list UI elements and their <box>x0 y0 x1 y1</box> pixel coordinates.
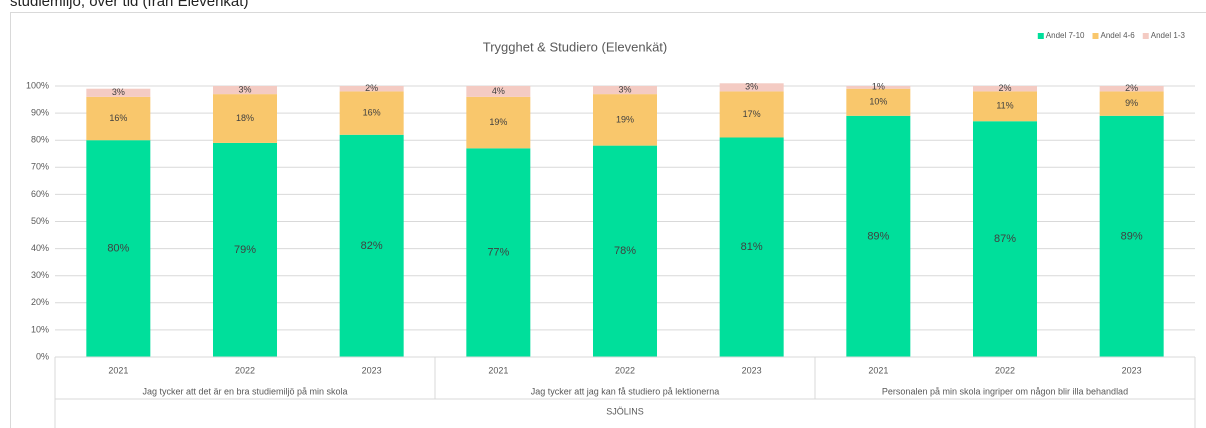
bar-segment <box>719 137 784 357</box>
bar-segment <box>719 91 784 138</box>
y-tick-label: 0% <box>36 351 49 361</box>
x-tick-label: 2022 <box>615 365 635 375</box>
x-tick-label: 2021 <box>488 365 508 375</box>
y-tick-label: 40% <box>31 243 49 253</box>
x-tick-label: 2021 <box>868 365 888 375</box>
bar-segment <box>846 88 911 116</box>
legend-label: Andel 1-3 <box>1151 31 1186 40</box>
group-label: Jag tycker att jag kan få studiero på le… <box>531 386 720 396</box>
data-label: 80% <box>107 243 129 255</box>
bar-segment <box>1099 91 1164 116</box>
y-tick-label: 90% <box>31 107 49 117</box>
y-tick-label: 100% <box>26 80 49 90</box>
legend-swatch <box>1142 33 1149 39</box>
bar-segment <box>339 91 404 135</box>
data-label: 77% <box>487 247 509 259</box>
data-label: 2% <box>998 83 1011 93</box>
data-label: 89% <box>1121 230 1143 242</box>
data-label: 87% <box>994 233 1016 245</box>
bar-segment <box>86 88 151 97</box>
data-label: 3% <box>745 82 758 92</box>
data-label: 4% <box>492 86 505 96</box>
data-label: 3% <box>618 84 631 94</box>
data-label: 81% <box>741 241 763 253</box>
data-label: 18% <box>236 113 254 123</box>
data-label: 1% <box>872 82 885 92</box>
y-tick-label: 80% <box>31 135 49 145</box>
chart-title: Trygghet & Studiero (Elevenkät) <box>483 39 668 54</box>
y-tick-label: 70% <box>31 162 49 172</box>
data-label: 2% <box>1125 83 1138 93</box>
x-tick-label: 2023 <box>1122 365 1142 375</box>
data-label: 16% <box>363 107 381 117</box>
data-label: 19% <box>616 114 634 124</box>
bar-segment <box>1099 115 1164 357</box>
data-label: 11% <box>996 101 1013 111</box>
bar-segment <box>466 86 531 97</box>
bar-segment <box>593 94 657 146</box>
bar-segment <box>973 121 1037 357</box>
bar-segment <box>86 140 151 357</box>
outer-group-label: SJÖLINS <box>606 406 644 416</box>
data-label: 16% <box>109 113 127 123</box>
bar-segment <box>973 86 1037 92</box>
data-label: 79% <box>234 244 256 256</box>
bar-segment <box>339 86 404 92</box>
bar-segment <box>846 86 911 89</box>
bar-segment <box>466 96 531 149</box>
data-label: 2% <box>365 83 378 93</box>
bar-segment <box>213 142 277 357</box>
data-label: 17% <box>743 109 761 119</box>
bar-segment <box>719 83 784 92</box>
x-tick-label: 2022 <box>235 365 255 375</box>
x-tick-label: 2023 <box>362 365 382 375</box>
group-label: Jag tycker att det är en bra studiemiljö… <box>142 386 347 396</box>
bar-segment <box>593 86 657 95</box>
data-label: 3% <box>238 84 251 94</box>
bar-segment <box>466 148 531 357</box>
bar-segment <box>213 94 277 143</box>
data-label: 78% <box>614 245 636 257</box>
legend-label: Andel 4-6 <box>1101 31 1136 40</box>
page-heading: studiemiljö, över tid (från Elevenkät) <box>10 0 248 10</box>
bar-segment <box>846 115 911 357</box>
x-tick-label: 2022 <box>995 365 1015 375</box>
x-tick-label: 2021 <box>108 365 128 375</box>
legend-label: Andel 7-10 <box>1046 31 1085 40</box>
x-tick-label: 2023 <box>742 365 762 375</box>
data-label: 9% <box>1125 98 1138 108</box>
bar-segment <box>86 96 151 141</box>
data-label: 89% <box>867 230 889 242</box>
legend-swatch <box>1092 33 1099 39</box>
y-tick-label: 30% <box>31 270 49 280</box>
group-label: Personalen på min skola ingriper om någo… <box>882 386 1128 396</box>
data-label: 10% <box>869 97 887 107</box>
y-tick-label: 50% <box>31 216 49 226</box>
data-label: 82% <box>361 240 383 252</box>
y-tick-label: 10% <box>31 324 49 334</box>
data-label: 3% <box>112 87 125 97</box>
legend-swatch <box>1037 33 1044 39</box>
y-tick-label: 20% <box>31 297 49 307</box>
bar-segment <box>213 86 277 95</box>
bar-segment <box>593 145 657 357</box>
y-tick-label: 60% <box>31 189 49 199</box>
bar-segment <box>339 134 404 357</box>
bar-segment <box>973 91 1037 122</box>
data-label: 19% <box>489 117 507 127</box>
bar-segment <box>1099 86 1164 92</box>
